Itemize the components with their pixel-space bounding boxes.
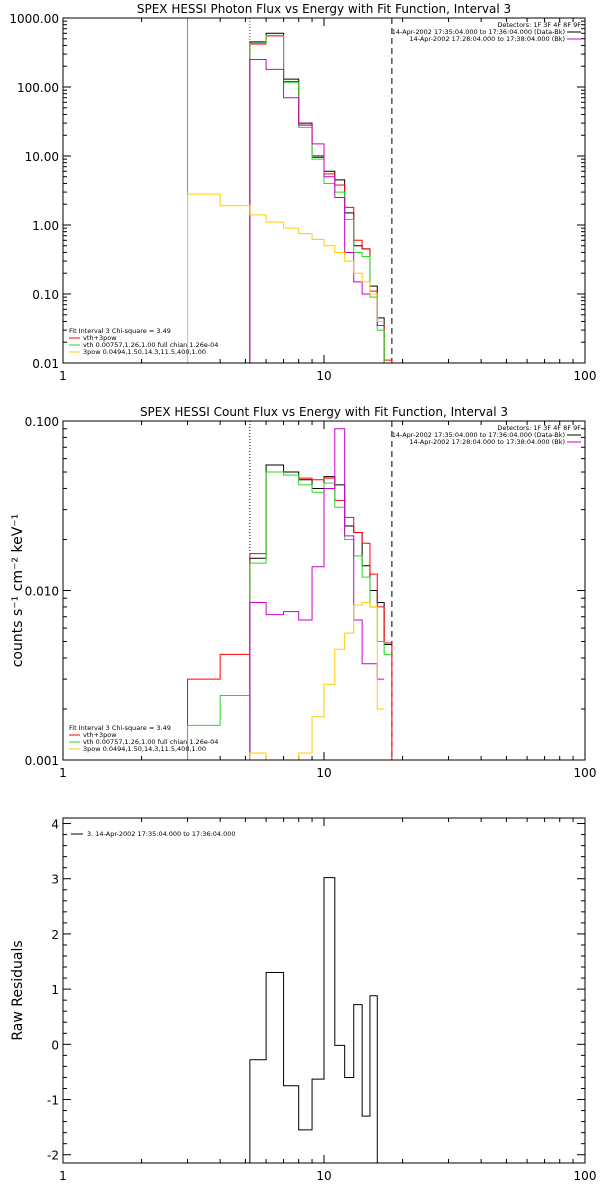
info-text: Detectors: 1F 3F 4F 8F 9F	[497, 21, 581, 29]
chart-title: SPEX HESSI Count Flux vs Energy with Fit…	[140, 405, 508, 419]
plot-frame	[62, 817, 586, 1164]
series-line-4	[187, 193, 385, 363]
plot-frame	[62, 420, 586, 761]
series-line-0	[249, 32, 385, 363]
y-tick-label: 0	[51, 1038, 59, 1052]
legend-text: 3pow 0.0494,1.50,14.3,11.5,400,1.00	[83, 348, 206, 356]
y-tick-label: 0.001	[25, 754, 59, 768]
y-tick-label: 10.00	[25, 150, 59, 164]
y-tick-label: 1.00	[32, 219, 59, 233]
y-axis-label: counts s⁻¹ cm⁻² keV⁻¹	[10, 514, 26, 668]
y-tick-label: 0.10	[32, 288, 59, 302]
legend-text: Fit Interval 3 Chi-square = 3.49	[69, 327, 171, 335]
info-text: 14-Apr-2002 17:35:04.000 to 17:36:04.000…	[392, 28, 565, 36]
photon-flux-panel: SPEX HESSI Photon Flux vs Energy with Fi…	[9, 2, 597, 383]
legend-text: vth+3pow	[83, 334, 117, 342]
y-tick-label: -2	[47, 1149, 59, 1163]
residuals-panel: Raw Residuals 1 10 100 -2 -1 0 1 2 3 4 3. 14-Apr-20…	[10, 817, 597, 1183]
x-ticks	[62, 421, 574, 760]
series-line-4	[249, 601, 385, 760]
y-tick-label: 4	[51, 818, 59, 832]
info-text: 14-Apr-2002 17:35:04.000 to 17:36:04.000…	[392, 431, 565, 439]
x-tick-label: 100	[574, 1169, 597, 1183]
series-line-1	[249, 35, 393, 363]
legend-text: Fit Interval 3 Chi-square = 3.49	[69, 724, 171, 732]
info-text: Detectors: 1F 3F 4F 8F 9F	[497, 424, 581, 432]
series-group	[187, 32, 393, 363]
legend-text: vth 0.00757,1.26,1.00 full chian 1.26e-0…	[83, 738, 218, 746]
y-tick-label: 1000.00	[9, 12, 59, 26]
x-tick-label: 100	[574, 369, 597, 383]
series-group	[249, 877, 378, 1163]
legend-text: 3. 14-Apr-2002 17:35:04.000 to 17:36:04.…	[87, 830, 236, 838]
series-line-2	[187, 471, 392, 760]
x-tick-label: 1	[59, 1169, 67, 1183]
series-line-0	[249, 877, 378, 1163]
info-text: 14-Apr-2002 17:28:04.000 to 17:38:04.000…	[409, 438, 565, 446]
info-text: 14-Apr-2002 17:28:04.000 to 17:38:04.000…	[409, 35, 565, 43]
series-line-3	[249, 428, 385, 760]
series-group	[187, 428, 404, 760]
y-tick-label: 2	[51, 928, 59, 942]
y-tick-label: 100.00	[17, 81, 59, 95]
legend-text: vth 0.00757,1.26,1.00 full chian 1.26e-0…	[83, 341, 218, 349]
x-tick-label: 1	[59, 369, 67, 383]
x-ticks	[62, 818, 574, 1163]
x-tick-label: 1	[59, 766, 67, 780]
y-axis-label: Raw Residuals	[10, 940, 26, 1040]
legend-text: vth+3pow	[83, 731, 117, 739]
series-line-3	[249, 59, 385, 363]
x-tick-label: 10	[316, 1169, 331, 1183]
series-line-2	[249, 34, 385, 363]
y-tick-label: 0.01	[32, 357, 59, 371]
x-tick-label: 10	[316, 766, 331, 780]
legend-text: 3pow 0.0494,1.50,14.3,11.5,400,1.00	[83, 745, 206, 753]
chart-title: SPEX HESSI Photon Flux vs Energy with Fi…	[137, 2, 511, 16]
y-ticks	[63, 823, 585, 1156]
y-tick-label: -1	[47, 1094, 59, 1108]
y-tick-label: 1	[51, 983, 59, 997]
y-ticks	[63, 17, 585, 364]
x-ticks	[62, 18, 574, 363]
plot-frame	[62, 17, 586, 364]
x-tick-label: 100	[574, 766, 597, 780]
x-tick-label: 10	[316, 369, 331, 383]
y-tick-label: 0.010	[25, 585, 59, 599]
y-tick-label: 0.100	[25, 415, 59, 429]
y-tick-label: 3	[51, 873, 59, 887]
count-flux-panel: SPEX HESSI Count Flux vs Energy with Fit…	[10, 405, 596, 780]
